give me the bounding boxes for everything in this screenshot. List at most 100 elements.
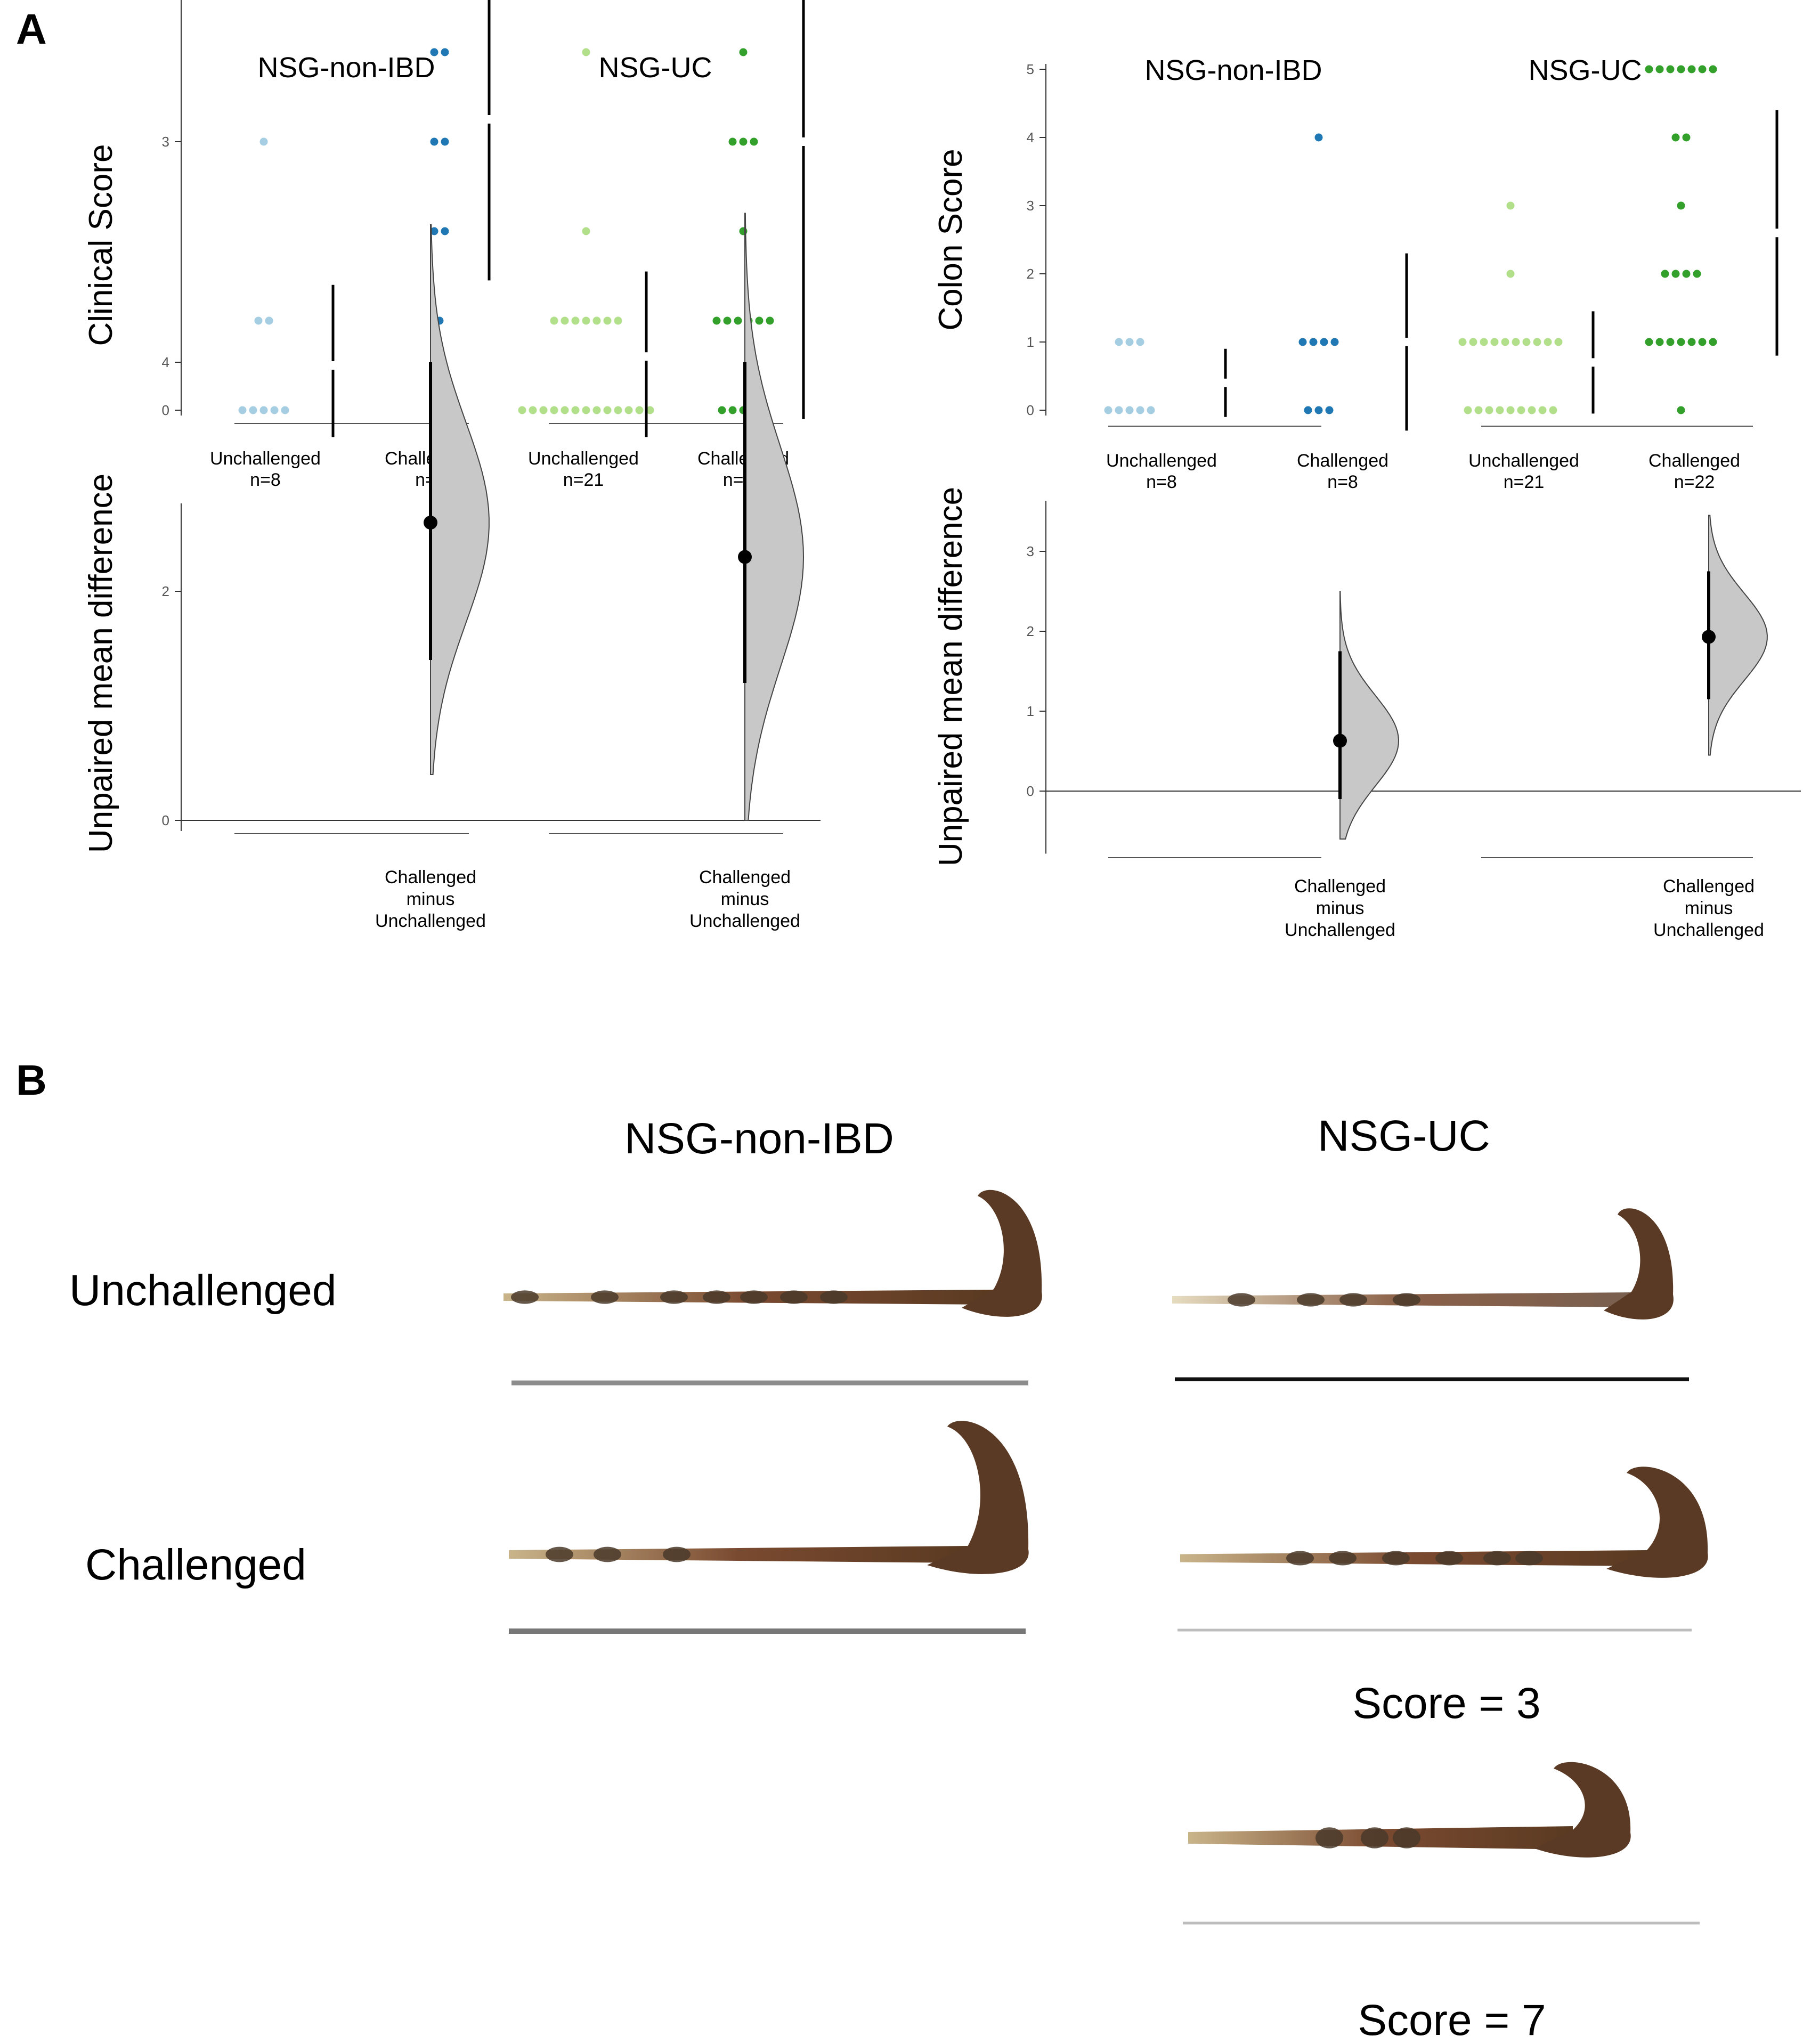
data-point — [238, 406, 247, 414]
group-title: NSG-UC — [599, 52, 712, 84]
cecum — [927, 1421, 1029, 1574]
contrast-label-line: minus — [721, 889, 769, 909]
n-label: n=21 — [1504, 472, 1545, 492]
data-point — [1687, 65, 1696, 74]
data-point — [1687, 338, 1696, 346]
data-point — [728, 137, 737, 146]
data-point — [1501, 338, 1509, 346]
data-point — [635, 406, 644, 414]
data-point — [1671, 270, 1680, 278]
x-tick-label: Unchallenged — [1468, 451, 1579, 471]
contrast-label-line: Challenged — [385, 867, 476, 887]
data-point — [592, 316, 601, 325]
data-point — [265, 316, 273, 325]
data-point — [1506, 406, 1515, 414]
data-point — [723, 316, 732, 325]
data-point — [1666, 338, 1675, 346]
data-point — [1693, 270, 1701, 278]
data-point — [1506, 201, 1515, 210]
n-label: n=8 — [250, 470, 281, 490]
y-tick-label: 4 — [1027, 129, 1034, 145]
data-point — [518, 406, 526, 414]
data-point — [1554, 338, 1563, 346]
contrast-label-line: Challenged — [1294, 876, 1386, 897]
data-point — [1125, 406, 1134, 414]
contrast-label-line: Unchallenged — [1285, 920, 1395, 940]
colon-tube — [509, 1546, 968, 1563]
fecal-pellet — [703, 1290, 730, 1304]
data-point — [259, 406, 268, 414]
data-point — [561, 406, 569, 414]
data-point — [712, 316, 721, 325]
data-point — [603, 316, 612, 325]
colon-tube — [1180, 1550, 1647, 1566]
data-point — [646, 406, 654, 414]
data-point — [582, 406, 590, 414]
data-point — [1698, 338, 1707, 346]
colon-image — [1180, 1467, 1708, 1578]
data-point — [259, 137, 268, 146]
y-tick-label: 2 — [1027, 623, 1034, 639]
fecal-pellet — [663, 1546, 691, 1562]
charts-layer: 0369Clinical ScoreNSG-non-IBDNSG-UCUncha… — [83, 0, 1801, 940]
data-point — [718, 406, 726, 414]
data-point — [1544, 338, 1552, 346]
fecal-pellet — [1515, 1551, 1543, 1566]
data-point — [1506, 270, 1515, 278]
data-point — [1115, 338, 1123, 346]
data-point — [582, 316, 590, 325]
fecal-pellet — [1483, 1551, 1511, 1566]
data-point — [1538, 406, 1547, 414]
x-tick-label: Unchallenged — [528, 449, 639, 469]
fecal-pellet — [1393, 1827, 1420, 1848]
fecal-pellet — [1382, 1551, 1410, 1566]
group-title: NSG-non-IBD — [1144, 54, 1322, 86]
contrast-label: Challenged minus Unchallenged — [1285, 876, 1395, 940]
panel-a-label: A — [16, 5, 47, 53]
fecal-pellet — [1339, 1293, 1367, 1307]
y-tick-label: 3 — [1027, 543, 1034, 559]
data-point — [1136, 406, 1144, 414]
contrast-label-line: Unchallenged — [689, 911, 800, 931]
data-point — [539, 406, 548, 414]
fecal-pellet — [820, 1290, 848, 1304]
contrast-label-line: minus — [1316, 898, 1365, 918]
n-label: n=22 — [1674, 472, 1715, 492]
data-point — [441, 48, 449, 56]
data-point — [1533, 338, 1541, 346]
data-point — [1666, 65, 1675, 74]
contrast-label-line: minus — [1685, 898, 1733, 918]
fecal-pellet — [511, 1290, 539, 1304]
data-point — [624, 406, 633, 414]
data-point — [1677, 406, 1685, 414]
y-tick-label: 4 — [162, 354, 169, 370]
data-point — [1325, 406, 1334, 414]
score-label-3: Score = 3 — [1352, 1679, 1540, 1728]
contrast-label: Challenged minus Unchallenged — [689, 867, 800, 931]
data-point — [254, 316, 263, 325]
mean-difference-point — [738, 550, 752, 564]
data-point — [1709, 65, 1717, 74]
bootstrap-distribution — [744, 213, 805, 821]
contrast-label-line: Unchallenged — [1653, 920, 1764, 940]
data-point — [1682, 270, 1691, 278]
data-point — [430, 227, 438, 235]
data-point — [1125, 338, 1134, 346]
data-point — [1496, 406, 1504, 414]
data-point — [1517, 406, 1525, 414]
data-point — [1309, 338, 1318, 346]
data-point — [766, 316, 774, 325]
data-point — [614, 406, 622, 414]
y-tick-label: 3 — [1027, 198, 1034, 214]
colon-image — [1172, 1208, 1674, 1320]
data-point — [1474, 406, 1483, 414]
data-point — [1304, 406, 1312, 414]
data-point — [1522, 338, 1531, 346]
y-tick-label: 0 — [162, 812, 169, 828]
data-point — [529, 406, 537, 414]
fecal-pellet — [740, 1290, 768, 1304]
y-tick-label: 3 — [162, 134, 169, 150]
data-point — [1464, 406, 1472, 414]
data-point — [1480, 338, 1488, 346]
